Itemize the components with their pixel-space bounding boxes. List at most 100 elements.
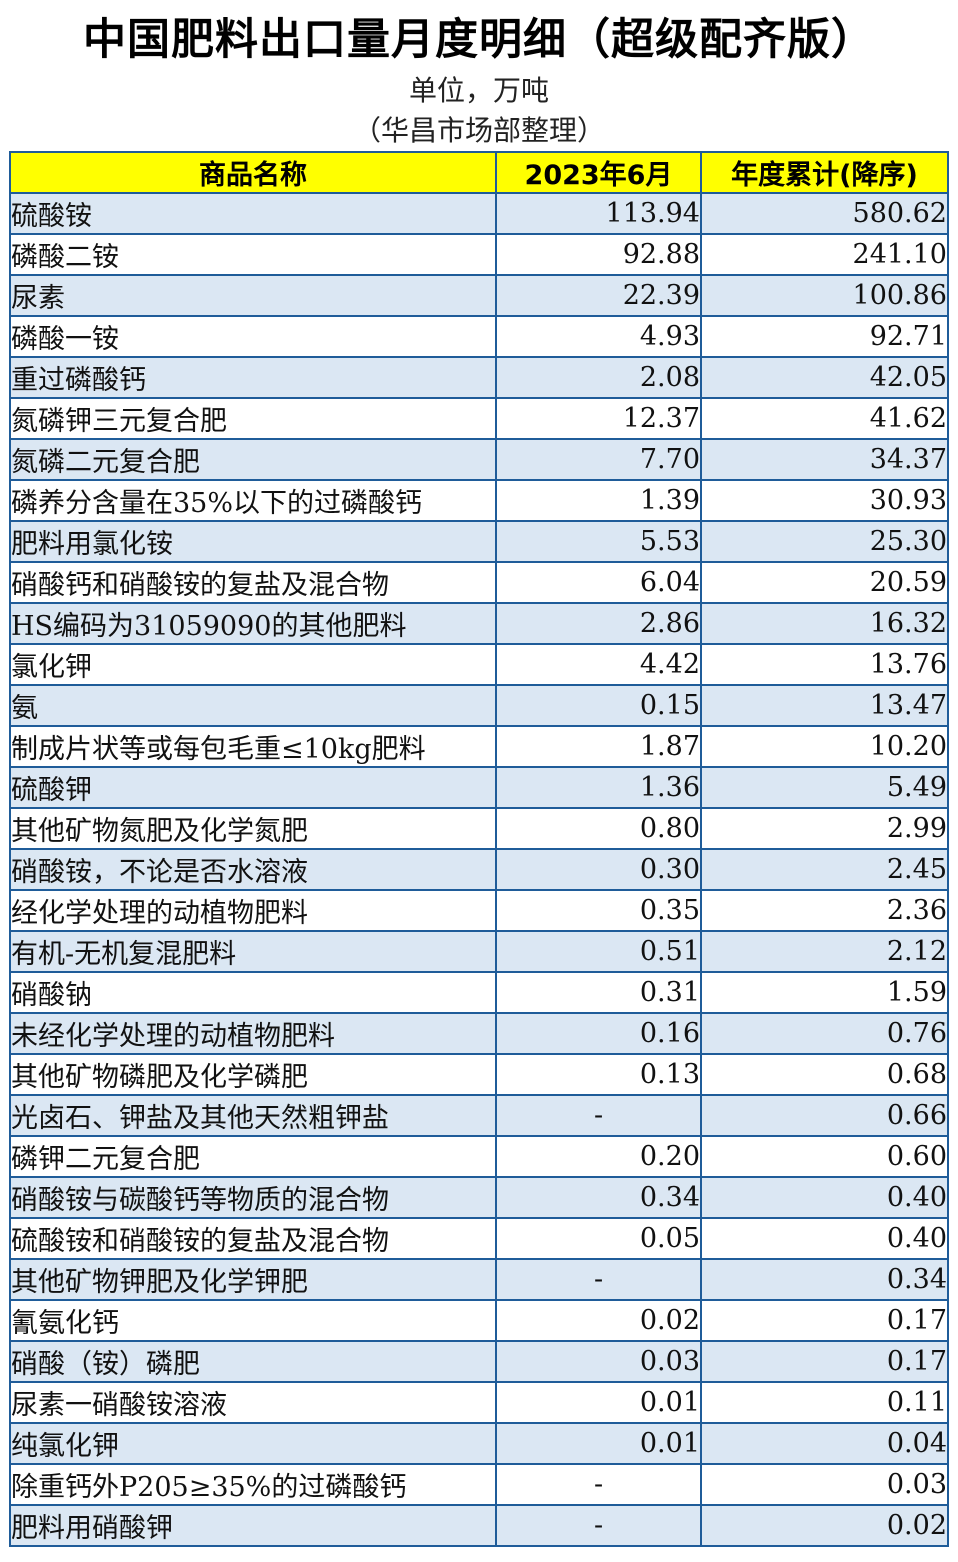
ytd-value-cell: 42.05: [700, 356, 949, 399]
ytd-value-cell: 0.68: [700, 1053, 949, 1096]
month-value-cell: 2.08: [495, 356, 702, 399]
table-row: 光卤石、钾盐及其他天然粗钾盐 -0.66: [9, 1094, 949, 1137]
table-row: 磷酸二铵 92.88 241.10: [9, 233, 949, 276]
month-value-cell: 0.34: [495, 1176, 702, 1219]
product-name-cell: 氮磷二元复合肥: [9, 438, 497, 481]
ytd-value-cell: 16.32: [700, 602, 949, 645]
product-name-cell: 尿素一硝酸铵溶液: [9, 1381, 497, 1424]
product-name-cell: 氰氨化钙: [9, 1299, 497, 1342]
ytd-value-cell: 0.17: [700, 1299, 949, 1342]
product-name-cell: 磷养分含量在35%以下的过磷酸钙: [9, 479, 497, 522]
ytd-value-cell: 20.59: [700, 561, 949, 604]
ytd-value-cell: 2.12: [700, 930, 949, 973]
ytd-value-cell: 5.49: [700, 766, 949, 809]
month-value-cell: 0.15: [495, 684, 702, 727]
table-row: 重过磷酸钙 2.08 42.05: [9, 356, 949, 399]
product-name-cell: 其他矿物钾肥及化学钾肥: [9, 1258, 497, 1301]
product-name-cell: 磷酸二铵: [9, 233, 497, 276]
month-value-cell: 0.80: [495, 807, 702, 850]
month-value-cell: 12.37: [495, 397, 702, 440]
ytd-value-cell: 0.17: [700, 1340, 949, 1383]
ytd-value-cell: 0.60: [700, 1135, 949, 1178]
product-name-cell: 除重钙外P205≥35%的过磷酸钙: [9, 1463, 497, 1506]
ytd-value-cell: 2.99: [700, 807, 949, 850]
product-name-cell: 磷酸一铵: [9, 315, 497, 358]
product-name-cell: 重过磷酸钙: [9, 356, 497, 399]
table-row: 硝酸钠 0.31 1.59: [9, 971, 949, 1014]
month-value-cell: 1.36: [495, 766, 702, 809]
month-value-cell: 5.53: [495, 520, 702, 563]
table-row: 氮磷钾三元复合肥 12.37 41.62: [9, 397, 949, 440]
table-row: 硫酸铵 113.94 580.62: [9, 192, 949, 235]
header-product-name: 商品名称: [9, 151, 497, 194]
product-name-cell: 纯氯化钾: [9, 1422, 497, 1465]
month-value-cell: 0.05: [495, 1217, 702, 1260]
table-row: 硝酸（铵）磷肥 0.03 0.17: [9, 1340, 949, 1383]
month-value-cell: -: [495, 1463, 702, 1506]
ytd-value-cell: 0.03: [700, 1463, 949, 1506]
month-value-cell: 0.35: [495, 889, 702, 932]
month-value-cell: 4.42: [495, 643, 702, 686]
table-row: 其他矿物氮肥及化学氮肥 0.80 2.99: [9, 807, 949, 850]
table-row: 硝酸铵，不论是否水溶液 0.30 2.45: [9, 848, 949, 891]
product-name-cell: 肥料用硝酸钾: [9, 1504, 497, 1547]
ytd-value-cell: 0.40: [700, 1176, 949, 1219]
month-value-cell: 1.39: [495, 479, 702, 522]
month-value-cell: 0.13: [495, 1053, 702, 1096]
month-value-cell: 0.01: [495, 1381, 702, 1424]
ytd-value-cell: 10.20: [700, 725, 949, 768]
table-row: 磷养分含量在35%以下的过磷酸钙 1.39 30.93: [9, 479, 949, 522]
table-row: 未经化学处理的动植物肥料 0.16 0.76: [9, 1012, 949, 1055]
product-name-cell: 制成片状等或每包毛重≤10kg肥料: [9, 725, 497, 768]
ytd-value-cell: 13.47: [700, 684, 949, 727]
table-row: 硫酸铵和硝酸铵的复盐及混合物 0.05 0.40: [9, 1217, 949, 1260]
ytd-value-cell: 2.45: [700, 848, 949, 891]
product-name-cell: 硝酸（铵）磷肥: [9, 1340, 497, 1383]
page-title: 中国肥料出口量月度明细（超级配齐版）: [83, 15, 875, 65]
ytd-value-cell: 0.04: [700, 1422, 949, 1465]
product-name-cell: 氮磷钾三元复合肥: [9, 397, 497, 440]
month-value-cell: 0.30: [495, 848, 702, 891]
product-name-cell: 氯化钾: [9, 643, 497, 686]
month-value-cell: 2.86: [495, 602, 702, 645]
product-name-cell: 氨: [9, 684, 497, 727]
ytd-value-cell: 2.36: [700, 889, 949, 932]
table-row: 氯化钾 4.42 13.76: [9, 643, 949, 686]
product-name-cell: HS编码为31059090的其他肥料: [9, 602, 497, 645]
month-value-cell: 0.03: [495, 1340, 702, 1383]
table-row: 其他矿物钾肥及化学钾肥 -0.34: [9, 1258, 949, 1301]
product-name-cell: 经化学处理的动植物肥料: [9, 889, 497, 932]
table-row: 硫酸钾 1.36 5.49: [9, 766, 949, 809]
table-row: 氮磷二元复合肥 7.70 34.37: [9, 438, 949, 481]
product-name-cell: 未经化学处理的动植物肥料: [9, 1012, 497, 1055]
month-value-cell: 22.39: [495, 274, 702, 317]
month-value-cell: 0.51: [495, 930, 702, 973]
table-row: HS编码为31059090的其他肥料 2.86 16.32: [9, 602, 949, 645]
table-row: 其他矿物磷肥及化学磷肥 0.13 0.68: [9, 1053, 949, 1096]
source-note: （华昌市场部整理）: [352, 114, 605, 147]
table-row: 肥料用氯化铵 5.53 25.30: [9, 520, 949, 563]
header-ytd: 年度累计(降序): [700, 151, 949, 194]
product-name-cell: 硝酸钙和硝酸铵的复盐及混合物: [9, 561, 497, 604]
month-value-cell: 7.70: [495, 438, 702, 481]
ytd-value-cell: 0.40: [700, 1217, 949, 1260]
month-value-cell: 4.93: [495, 315, 702, 358]
ytd-value-cell: 0.66: [700, 1094, 949, 1137]
header-month: 2023年6月: [495, 151, 702, 194]
product-name-cell: 磷钾二元复合肥: [9, 1135, 497, 1178]
month-value-cell: 1.87: [495, 725, 702, 768]
table-row: 硝酸铵与碳酸钙等物质的混合物 0.34 0.40: [9, 1176, 949, 1219]
ytd-value-cell: 34.37: [700, 438, 949, 481]
table-body: 硫酸铵 113.94 580.62 磷酸二铵 92.88 241.10 尿素 22.39 100…: [9, 192, 949, 1547]
table-row: 肥料用硝酸钾 -0.02: [9, 1504, 949, 1547]
product-name-cell: 其他矿物磷肥及化学磷肥: [9, 1053, 497, 1096]
product-name-cell: 硫酸铵和硝酸铵的复盐及混合物: [9, 1217, 497, 1260]
month-value-cell: -: [495, 1504, 702, 1547]
product-name-cell: 硫酸铵: [9, 192, 497, 235]
product-name-cell: 硫酸钾: [9, 766, 497, 809]
unit-note: 单位，万吨: [408, 74, 549, 107]
product-name-cell: 光卤石、钾盐及其他天然粗钾盐: [9, 1094, 497, 1137]
ytd-value-cell: 30.93: [700, 479, 949, 522]
ytd-value-cell: 580.62: [700, 192, 949, 235]
table-row: 有机-无机复混肥料 0.51 2.12: [9, 930, 949, 973]
